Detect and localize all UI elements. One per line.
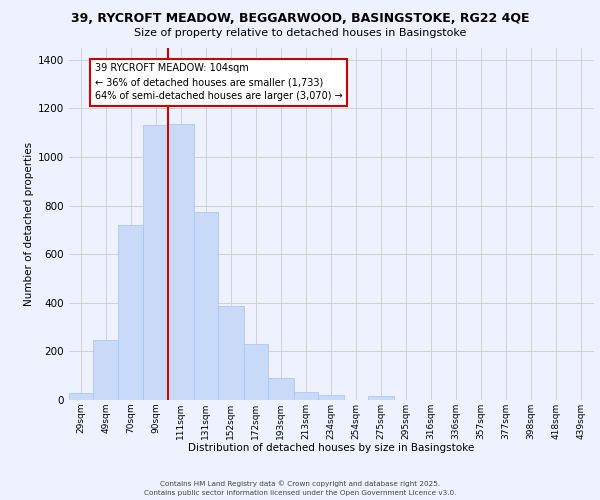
- Bar: [118, 225, 143, 400]
- X-axis label: Distribution of detached houses by size in Basingstoke: Distribution of detached houses by size …: [188, 444, 475, 454]
- Bar: [194, 212, 218, 400]
- Bar: [368, 396, 394, 400]
- Y-axis label: Number of detached properties: Number of detached properties: [24, 142, 34, 306]
- Text: Contains HM Land Registry data © Crown copyright and database right 2025.: Contains HM Land Registry data © Crown c…: [160, 480, 440, 487]
- Bar: [69, 392, 94, 400]
- Bar: [318, 395, 344, 400]
- Bar: [94, 340, 118, 400]
- Bar: [244, 344, 268, 400]
- Bar: [293, 392, 318, 400]
- Text: 39 RYCROFT MEADOW: 104sqm
← 36% of detached houses are smaller (1,733)
64% of se: 39 RYCROFT MEADOW: 104sqm ← 36% of detac…: [95, 64, 343, 102]
- Text: Size of property relative to detached houses in Basingstoke: Size of property relative to detached ho…: [134, 28, 466, 38]
- Bar: [168, 124, 194, 400]
- Bar: [268, 378, 293, 400]
- Bar: [218, 306, 244, 400]
- Bar: [143, 126, 168, 400]
- Text: 39, RYCROFT MEADOW, BEGGARWOOD, BASINGSTOKE, RG22 4QE: 39, RYCROFT MEADOW, BEGGARWOOD, BASINGST…: [71, 12, 529, 26]
- Text: Contains public sector information licensed under the Open Government Licence v3: Contains public sector information licen…: [144, 490, 456, 496]
